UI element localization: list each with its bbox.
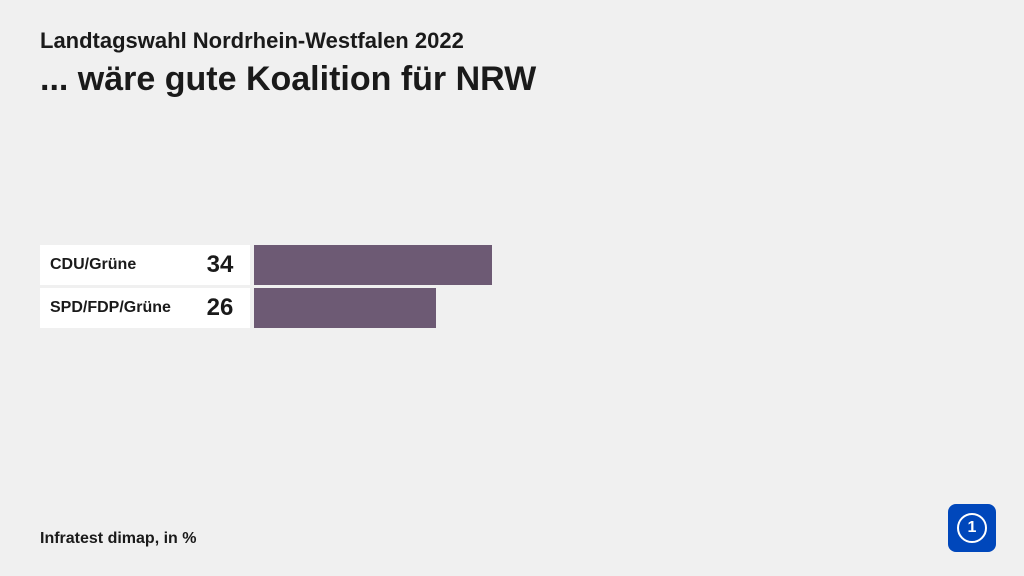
bar-label: CDU/Grüne	[40, 245, 190, 285]
broadcaster-logo: 1	[948, 504, 996, 552]
chart-header: Landtagswahl Nordrhein-Westfalen 2022 ..…	[0, 0, 1024, 99]
bar-cell	[254, 245, 492, 285]
bar	[254, 288, 436, 328]
bar-value: 34	[190, 245, 250, 285]
bar-label: SPD/FDP/Grüne	[40, 288, 190, 328]
bar-value: 26	[190, 288, 250, 328]
bar-row: SPD/FDP/Grüne 26	[40, 288, 740, 328]
bar-row: CDU/Grüne 34	[40, 245, 740, 285]
bar-chart: CDU/Grüne 34 SPD/FDP/Grüne 26	[40, 245, 740, 331]
bar-cell	[254, 288, 436, 328]
bar	[254, 245, 492, 285]
chart-subtitle: Landtagswahl Nordrhein-Westfalen 2022	[40, 28, 984, 54]
chart-source: Infratest dimap, in %	[40, 530, 196, 548]
chart-title: ... wäre gute Koalition für NRW	[40, 60, 984, 99]
logo-text: 1	[957, 513, 987, 543]
